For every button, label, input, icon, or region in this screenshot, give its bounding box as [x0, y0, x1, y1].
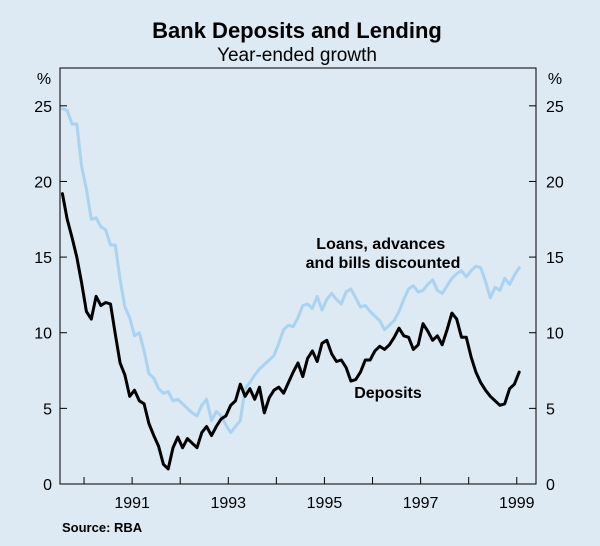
- series-label-loans-line-1: Loans, advances: [316, 236, 445, 253]
- y-tick-label-left-15: 15: [34, 250, 52, 267]
- y-tick-label-right-20: 20: [546, 174, 564, 191]
- series-label-loans: Loans, advances and bills discounted: [306, 236, 461, 272]
- y-tick-label-right-0: 0: [546, 477, 555, 494]
- y-tick-label-left-10: 10: [34, 326, 52, 343]
- x-ticks: 1991 1993 1995 1997 1999: [83, 477, 535, 512]
- series-label-deposits: Deposits: [354, 385, 422, 402]
- x-tick-label-1995: 1995: [307, 495, 343, 512]
- y-unit-right: %: [548, 71, 562, 88]
- x-tick-label-1991: 1991: [114, 495, 150, 512]
- y-ticks-right: 0 5 10 15 20 25: [529, 99, 564, 494]
- y-tick-label-left-25: 25: [34, 99, 52, 116]
- x-tick-label-1997: 1997: [403, 495, 439, 512]
- series-line-deposits: [60, 192, 521, 471]
- y-tick-label-right-15: 15: [546, 250, 564, 267]
- y-tick-label-left-5: 5: [43, 401, 52, 418]
- plot-frame: [59, 67, 537, 485]
- y-tick-label-right-10: 10: [546, 326, 564, 343]
- x-tick-label-1993: 1993: [210, 495, 246, 512]
- series-layer: [60, 107, 521, 471]
- source-note: Source: RBA: [62, 520, 143, 535]
- x-tick-label-1999: 1999: [499, 495, 535, 512]
- y-tick-label-right-25: 25: [546, 99, 564, 116]
- chart-title: Bank Deposits and Lending: [152, 18, 442, 43]
- y-tick-label-left-20: 20: [34, 174, 52, 191]
- y-tick-label-left-0: 0: [43, 477, 52, 494]
- y-unit-left: %: [37, 71, 51, 88]
- y-ticks-left: 0 5 10 15 20 25: [34, 99, 67, 494]
- series-line-loans: [60, 107, 521, 435]
- chart-subtitle: Year-ended growth: [217, 45, 377, 66]
- y-tick-label-right-5: 5: [546, 401, 555, 418]
- series-label-loans-line-2: and bills discounted: [306, 255, 461, 272]
